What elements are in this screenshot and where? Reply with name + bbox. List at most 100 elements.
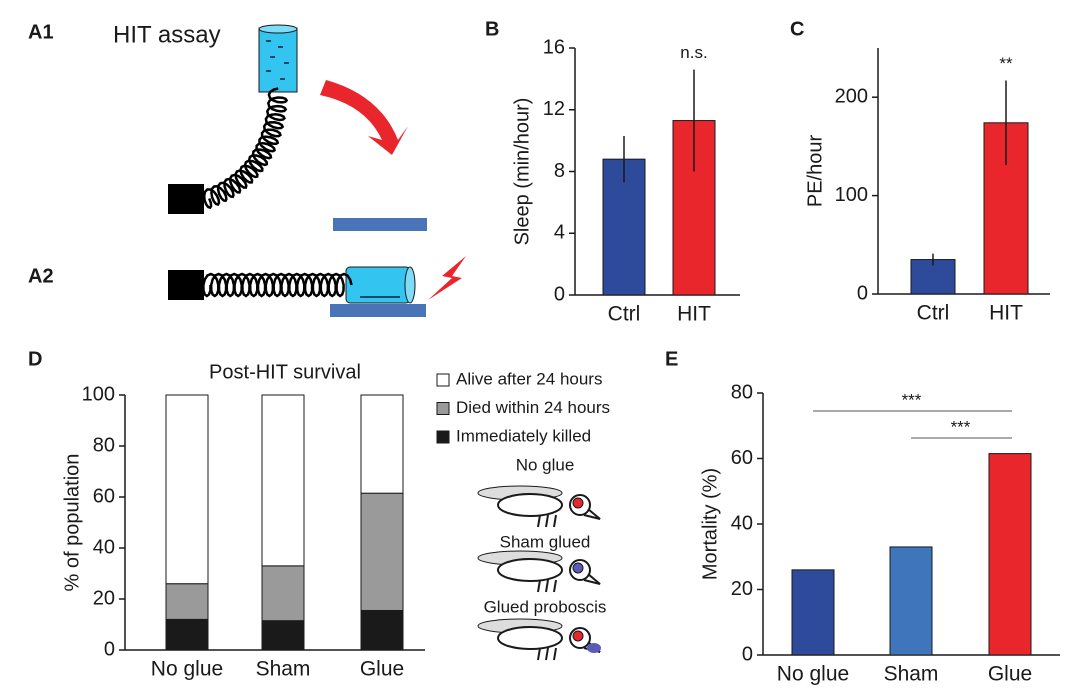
panel-label: E (665, 348, 678, 370)
y-tick-label: 200 (835, 85, 868, 107)
annotation: *** (902, 390, 922, 409)
legend-swatch (436, 402, 450, 415)
fly-leg (553, 579, 557, 593)
fly-label: Sham glued (500, 532, 591, 551)
block (168, 184, 204, 214)
annotation: ** (999, 54, 1013, 73)
x-tick-label: Ctrl (608, 303, 641, 326)
x-tick-label: Ctrl (917, 302, 950, 325)
fly-proboscis (583, 508, 601, 520)
y-tick-label: 100 (82, 383, 115, 405)
vial-top (258, 24, 298, 34)
x-tick-label: Sham (256, 658, 311, 681)
bar (791, 569, 835, 656)
panel-label: B (485, 18, 499, 40)
bar-segment (261, 620, 305, 651)
y-tick-label: 0 (104, 638, 115, 660)
impact (428, 256, 466, 300)
diagram (168, 24, 466, 317)
fly-leg (545, 647, 549, 661)
y-tick-label: 0 (554, 283, 565, 305)
legend-swatch (436, 373, 450, 387)
x-tick-label: Sham (884, 663, 939, 686)
legend-label: Died within 24 hours (456, 398, 610, 417)
bar-segment (165, 618, 209, 651)
y-tick-label: 100 (835, 184, 868, 206)
panel-label: A2 (28, 265, 54, 287)
fly-body (497, 493, 563, 517)
bar-segment (360, 492, 404, 611)
fly-proboscis (583, 573, 601, 585)
bar (602, 158, 646, 296)
x-tick-label: No glue (151, 658, 223, 681)
spring (202, 272, 353, 298)
fly-leg (553, 647, 557, 661)
fly-leg (537, 647, 541, 661)
annotation: *** (951, 417, 971, 436)
flies (360, 296, 400, 298)
fly-eye (572, 630, 584, 642)
y-tick-label: 0 (857, 282, 868, 304)
fly-body (497, 558, 563, 582)
vial-top (404, 266, 416, 304)
fly-drawings: No glue Sham glued Glued proboscis (477, 455, 607, 661)
y-axis-label: Mortality (%) (699, 468, 721, 580)
y-tick-label: 60 (93, 485, 115, 507)
diagram-title: HIT assay (113, 21, 221, 48)
block (168, 270, 204, 300)
legend-swatch (436, 430, 450, 444)
chart-title: Post-HIT survival (209, 361, 361, 383)
vial (258, 27, 298, 93)
y-tick-label: 4 (554, 222, 565, 244)
x-tick-label: No glue (777, 663, 849, 686)
y-axis-label: % of population (61, 454, 83, 592)
fly-leg (537, 514, 541, 528)
bar-segment (261, 565, 305, 622)
fly-leg (553, 514, 557, 528)
y-tick-label: 0 (742, 643, 753, 665)
bar-segment (165, 394, 209, 585)
y-axis-label: PE/hour (804, 135, 826, 208)
fly-eye (572, 562, 584, 574)
legend-label: Alive after 24 hours (456, 369, 602, 388)
y-tick-label: 8 (554, 160, 565, 182)
panel-label: D (28, 348, 42, 370)
bar-segment (165, 583, 209, 620)
x-tick-label: Glue (360, 658, 404, 681)
x-tick-label: Glue (988, 663, 1032, 686)
fly-leg (545, 514, 549, 528)
bar-segment (360, 394, 404, 494)
y-tick-label: 16 (543, 36, 565, 58)
panel-label: A1 (28, 21, 54, 43)
bar (889, 546, 933, 656)
fly-body (497, 626, 563, 650)
flies (266, 40, 289, 80)
y-tick-label: 20 (731, 578, 753, 600)
glue (587, 643, 601, 653)
bar (988, 453, 1032, 656)
fly-label: Glued proboscis (484, 597, 607, 616)
legend-label: Immediately killed (456, 426, 591, 445)
y-axis-label: Sleep (min/hour) (511, 98, 533, 246)
y-tick-label: 40 (93, 536, 115, 558)
y-tick-label: 40 (731, 512, 753, 534)
plate (330, 304, 426, 317)
panel-label: C (790, 18, 804, 40)
bar-segment (360, 609, 404, 651)
y-tick-label: 80 (731, 381, 753, 403)
fly-label: No glue (516, 455, 575, 474)
fly-eye (572, 497, 584, 509)
x-tick-label: HIT (677, 303, 711, 326)
y-tick-label: 12 (543, 98, 565, 120)
bar-segment (261, 394, 305, 567)
x-tick-label: HIT (989, 302, 1023, 325)
arrow (320, 80, 408, 155)
y-tick-label: 80 (93, 434, 115, 456)
fly-leg (537, 579, 541, 593)
spring (202, 87, 289, 210)
annotation: n.s. (680, 43, 707, 62)
y-tick-label: 20 (93, 587, 115, 609)
plate (333, 218, 427, 231)
fly-leg (545, 579, 549, 593)
